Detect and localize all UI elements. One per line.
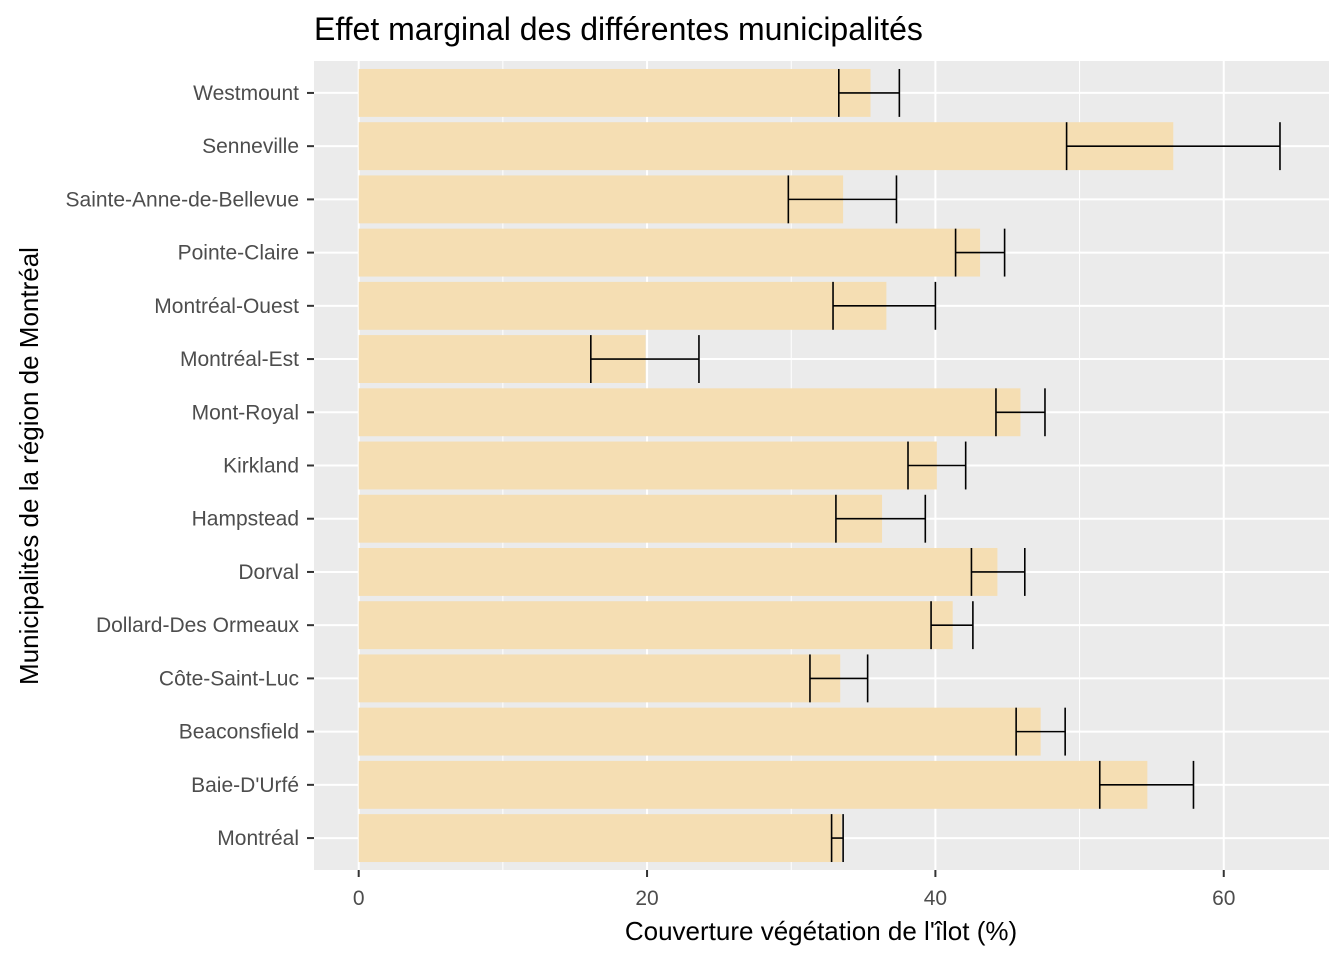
- error-bars: [590, 68, 1281, 863]
- y-tick-label: Senneville: [202, 135, 299, 158]
- bar: [358, 760, 1148, 809]
- y-tick-label: Dorval: [238, 561, 299, 584]
- y-tick-label: Pointe-Claire: [178, 242, 299, 265]
- bar: [358, 122, 1174, 171]
- error-bar: [970, 547, 1026, 596]
- bar: [358, 441, 937, 490]
- x-tick-label: 60: [1212, 887, 1235, 910]
- y-tick-label: Mont-Royal: [192, 401, 299, 424]
- y-tick-label: Dollard-Des Ormeaux: [96, 614, 300, 637]
- bar: [358, 175, 844, 224]
- bar: [358, 68, 871, 117]
- error-bar: [1065, 122, 1281, 171]
- error-bar: [930, 601, 974, 650]
- y-tick-label: Côte-Saint-Luc: [159, 667, 299, 690]
- bar: [358, 281, 887, 330]
- error-bar: [835, 494, 927, 543]
- bar: [358, 494, 883, 543]
- bar: [358, 814, 842, 863]
- y-tick-label: Montréal: [217, 827, 299, 850]
- y-tick-label: Montréal-Ouest: [154, 295, 299, 318]
- x-tick-label: 20: [635, 887, 658, 910]
- y-tick-label: Baie-D'Urfé: [191, 774, 299, 797]
- error-bar: [787, 175, 898, 224]
- chart-title: Effet marginal des différentes municipal…: [314, 11, 923, 47]
- x-tick-label: 40: [924, 887, 947, 910]
- x-axis: 0 20 40 60: [353, 870, 1235, 910]
- y-tick-label: Beaconsfield: [179, 721, 299, 744]
- bar: [358, 654, 841, 703]
- bars: [358, 68, 1174, 863]
- error-bar: [1098, 760, 1195, 809]
- error-bar: [907, 441, 967, 490]
- y-tick-label: Westmount: [193, 82, 299, 105]
- bar: [358, 388, 1021, 437]
- error-bar: [838, 68, 901, 117]
- y-axis-title: Municipalités de la région de Montréal: [14, 247, 44, 685]
- y-tick-label: Sainte-Anne-de-Bellevue: [66, 188, 299, 211]
- y-axis: Montréal Baie-D'Urfé Beaconsfield Côte-Sain…: [66, 82, 314, 850]
- error-bar: [954, 228, 1006, 277]
- y-tick-label: Kirkland: [223, 455, 299, 478]
- bar: [358, 707, 1041, 756]
- error-bar: [830, 814, 844, 863]
- y-tick-label: Montréal-Est: [180, 348, 299, 371]
- error-bar: [590, 335, 700, 384]
- bar: [358, 228, 981, 277]
- error-bar: [809, 654, 869, 703]
- bar: [358, 547, 998, 596]
- x-axis-title: Couverture végétation de l'îlot (%): [625, 916, 1017, 946]
- x-tick-label: 0: [353, 887, 365, 910]
- y-tick-label: Hampstead: [192, 508, 299, 531]
- error-bar: [1015, 707, 1066, 756]
- error-bar: [832, 281, 937, 330]
- error-bar: [995, 388, 1046, 437]
- bar: [358, 601, 953, 650]
